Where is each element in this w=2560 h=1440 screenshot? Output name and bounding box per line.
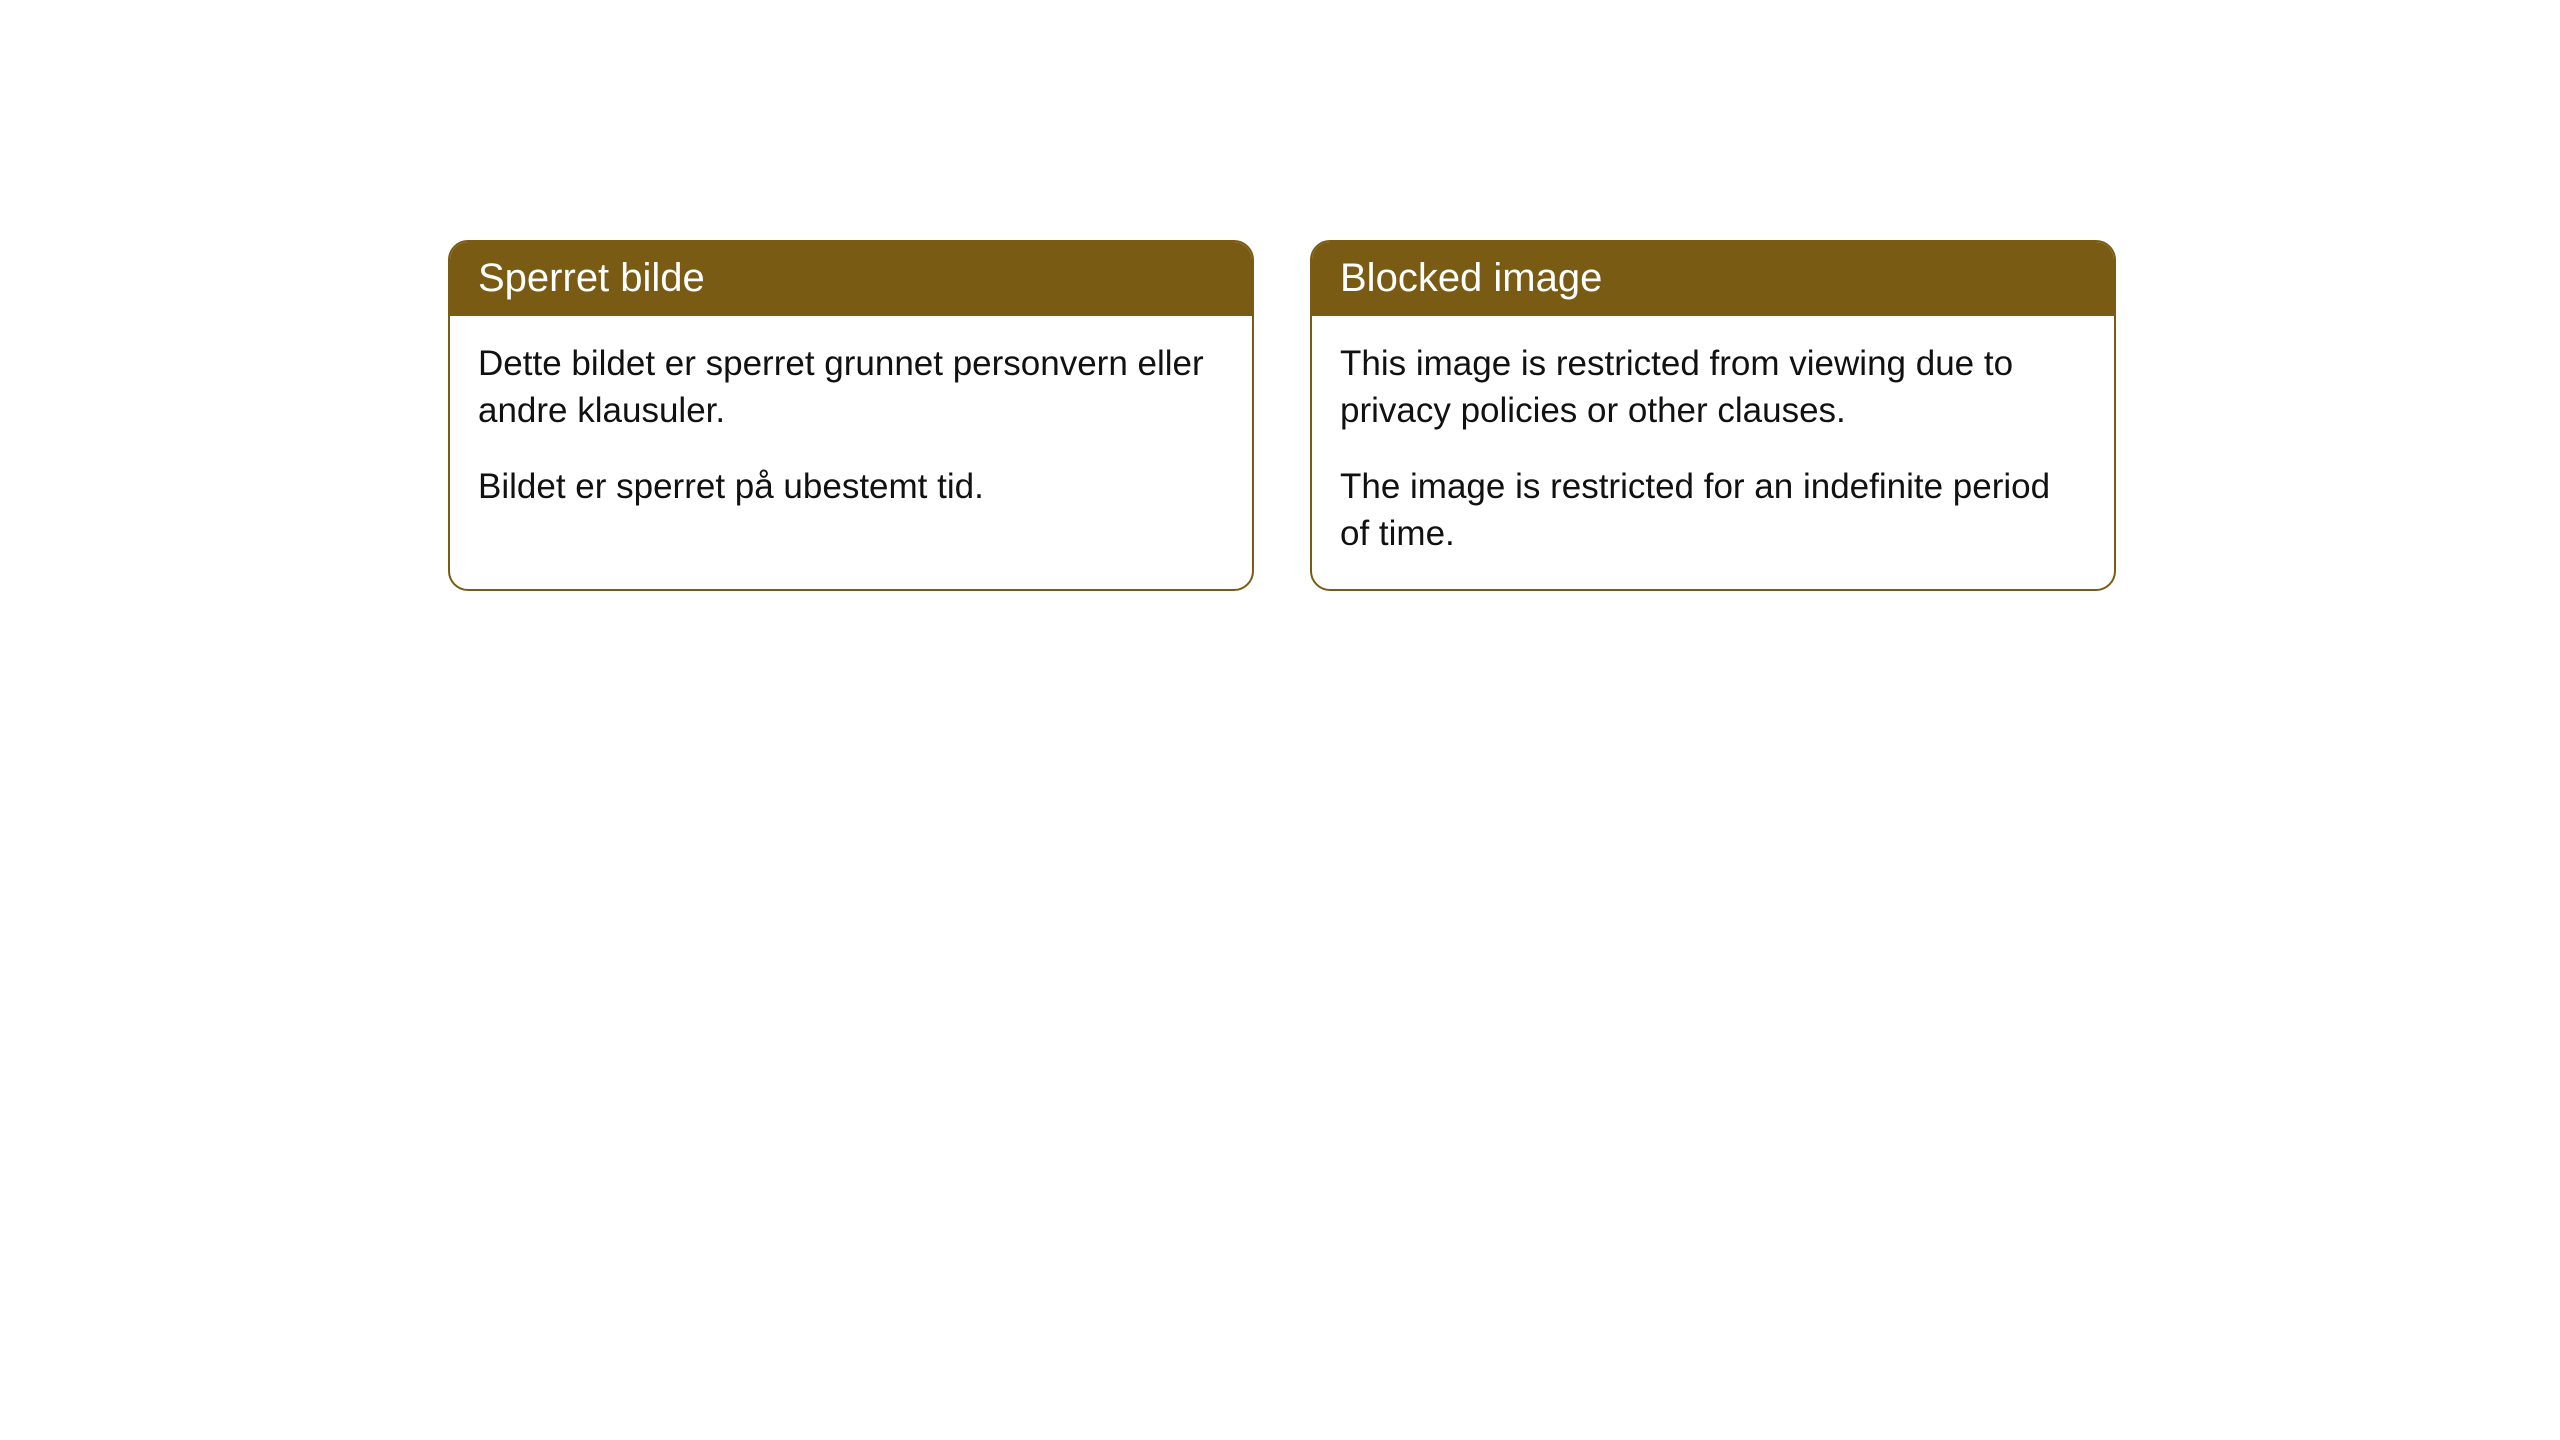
card-paragraph: Dette bildet er sperret grunnet personve… — [478, 340, 1224, 435]
card-header-english: Blocked image — [1312, 242, 2114, 316]
notice-cards-container: Sperret bilde Dette bildet er sperret gr… — [448, 240, 2560, 591]
card-paragraph: This image is restricted from viewing du… — [1340, 340, 2086, 435]
notice-card-english: Blocked image This image is restricted f… — [1310, 240, 2116, 591]
card-paragraph: Bildet er sperret på ubestemt tid. — [478, 463, 1224, 510]
card-header-norwegian: Sperret bilde — [450, 242, 1252, 316]
card-body-english: This image is restricted from viewing du… — [1312, 316, 2114, 589]
card-body-norwegian: Dette bildet er sperret grunnet personve… — [450, 316, 1252, 542]
notice-card-norwegian: Sperret bilde Dette bildet er sperret gr… — [448, 240, 1254, 591]
card-paragraph: The image is restricted for an indefinit… — [1340, 463, 2086, 558]
